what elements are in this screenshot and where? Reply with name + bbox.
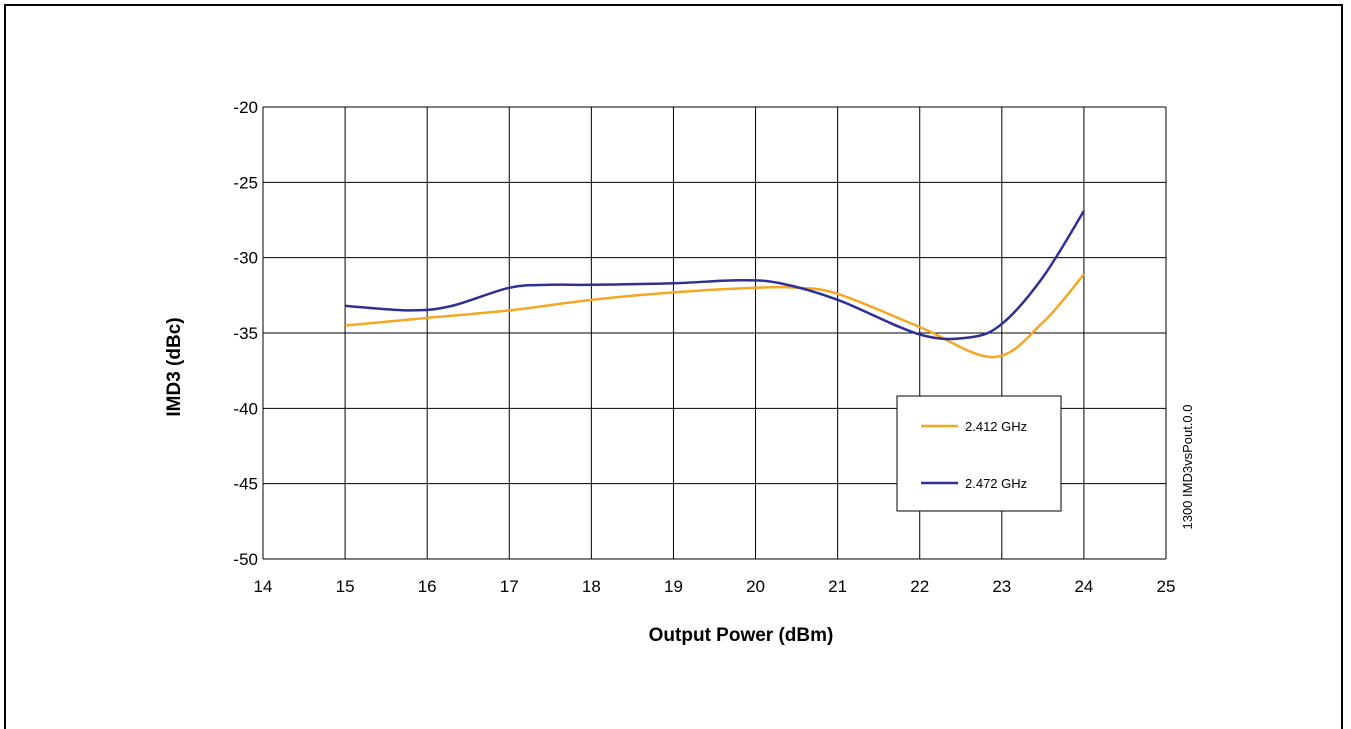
grid [262, 106, 1167, 560]
x-tick-label: 21 [828, 577, 847, 596]
legend-label: 2.472 GHz [965, 476, 1027, 491]
x-tick-label: 20 [746, 577, 765, 596]
x-tick-label: 16 [418, 577, 437, 596]
x-tick-label: 14 [254, 577, 273, 596]
x-tick-label: 17 [500, 577, 519, 596]
x-tick-label: 25 [1157, 577, 1176, 596]
x-tick-label: 22 [910, 577, 929, 596]
side-note: 1300 IMD3vsPout.0.0 [1180, 404, 1195, 529]
y-tick-label: -30 [233, 249, 258, 268]
legend-box [896, 395, 1062, 512]
series-line-1 [344, 273, 1085, 359]
figure-frame [4, 4, 1343, 729]
series-lines [344, 210, 1085, 359]
x-tick-label: 23 [992, 577, 1011, 596]
x-axis-title: Output Power (dBm) [649, 625, 834, 646]
y-tick-label: -25 [233, 173, 258, 192]
x-tick-label: 19 [664, 577, 683, 596]
y-tick-labels: -20 -25 -30 -35 -40 -45 -50 [233, 98, 258, 569]
legend-label: 2.412 GHz [965, 419, 1027, 434]
x-tick-label: 24 [1074, 577, 1093, 596]
y-tick-label: -40 [233, 399, 258, 418]
y-tick-label: -50 [233, 550, 258, 569]
y-tick-label: -45 [233, 475, 258, 494]
x-tick-labels: 14 15 16 17 18 19 20 21 22 23 24 25 [254, 577, 1176, 596]
y-axis-title: IMD3 (dBc) [164, 317, 185, 416]
x-tick-label: 18 [582, 577, 601, 596]
y-tick-label: -20 [233, 98, 258, 117]
series-line-2 [345, 210, 1085, 341]
x-tick-label: 15 [336, 577, 355, 596]
y-tick-label: -35 [233, 324, 258, 343]
legend: 2.412 GHz 2.472 GHz [896, 395, 1062, 512]
